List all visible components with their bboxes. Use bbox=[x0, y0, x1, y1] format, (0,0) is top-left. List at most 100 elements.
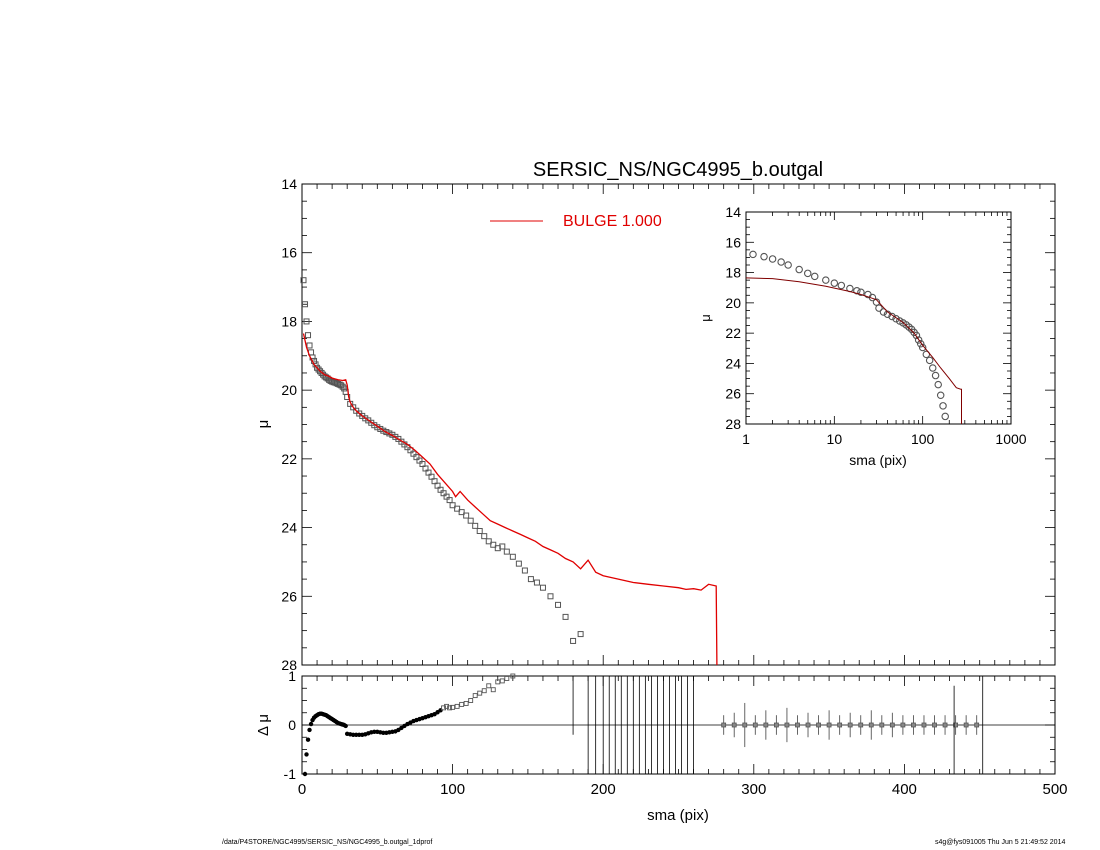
inset-data-point bbox=[879, 308, 888, 316]
data-point bbox=[315, 366, 322, 373]
residual-point bbox=[847, 722, 853, 728]
residual-x-axis-label: sma (pix) bbox=[647, 807, 709, 824]
residual-point bbox=[468, 698, 474, 703]
data-point bbox=[503, 548, 510, 555]
inset-x-axis-label: sma (pix) bbox=[849, 452, 907, 468]
residual-point bbox=[784, 722, 790, 728]
data-point bbox=[490, 541, 497, 548]
data-point bbox=[318, 369, 325, 376]
residual-point bbox=[889, 722, 895, 728]
data-point bbox=[302, 301, 309, 308]
residual-point bbox=[921, 722, 927, 728]
inset-data-point bbox=[941, 412, 949, 421]
residual-point bbox=[305, 737, 311, 742]
residual-point bbox=[963, 722, 969, 728]
inset-data-point bbox=[928, 364, 937, 372]
residual-point bbox=[302, 771, 308, 777]
residual-data bbox=[302, 673, 984, 777]
data-point bbox=[350, 404, 357, 411]
data-point bbox=[533, 579, 540, 586]
inset-y-tick-label: 18 bbox=[725, 265, 741, 281]
residual-point bbox=[942, 722, 948, 728]
inset-x-tick-label: 100 bbox=[911, 431, 935, 447]
data-point bbox=[428, 473, 435, 480]
residual-point bbox=[900, 722, 906, 728]
residual-point bbox=[510, 673, 516, 679]
residual-y-tick-label: 0 bbox=[288, 717, 296, 733]
inset-x-tick-label: 1000 bbox=[995, 431, 1026, 447]
residual-y-axis-label: Δ μ bbox=[255, 714, 272, 736]
data-point bbox=[562, 613, 569, 620]
residual-point bbox=[454, 703, 460, 709]
inset-data-point bbox=[922, 350, 931, 359]
data-point bbox=[407, 447, 414, 454]
inset-data-point bbox=[939, 402, 947, 410]
residual-point bbox=[372, 729, 377, 735]
residual-point bbox=[438, 708, 443, 713]
residual-x-tick-label: 300 bbox=[741, 781, 766, 798]
data-point bbox=[467, 517, 474, 524]
inset-data-point bbox=[912, 331, 921, 340]
residual-x-tick-label: 400 bbox=[892, 781, 917, 798]
inset-data-point bbox=[777, 258, 785, 266]
inset-x-tick-label: 1 bbox=[742, 431, 750, 447]
data-point bbox=[485, 538, 492, 545]
residual-point bbox=[481, 688, 487, 694]
inset-data-point bbox=[931, 371, 940, 380]
main-y-tick-label: 14 bbox=[281, 176, 297, 192]
data-point bbox=[547, 593, 554, 600]
data-point bbox=[425, 469, 432, 476]
residual-point bbox=[354, 732, 359, 737]
inset-data bbox=[745, 250, 962, 424]
residual-point bbox=[868, 722, 874, 728]
data-point bbox=[338, 382, 345, 389]
residual-point bbox=[447, 705, 453, 711]
main-axis-ticks: 14 16 18 20 22 24 26 28 bbox=[281, 176, 1056, 673]
residual-point bbox=[499, 678, 505, 684]
inset-data-point bbox=[934, 380, 942, 389]
inset-data-point bbox=[749, 250, 757, 259]
residual-point bbox=[805, 722, 811, 728]
inset-data-point bbox=[830, 279, 839, 287]
inset-data-point bbox=[795, 265, 803, 274]
data-point bbox=[386, 430, 393, 437]
data-point bbox=[413, 454, 420, 461]
inset-x-tick-label: 10 bbox=[827, 431, 843, 447]
data-point bbox=[481, 533, 488, 540]
data-point bbox=[410, 450, 417, 457]
main-y-tick-label: 22 bbox=[281, 451, 297, 467]
data-point bbox=[443, 493, 450, 500]
residual-point bbox=[477, 690, 483, 696]
residual-point bbox=[974, 722, 980, 728]
data-point bbox=[570, 637, 577, 644]
data-point bbox=[509, 553, 516, 560]
data-point bbox=[515, 560, 522, 567]
main-panel: 14 16 18 20 22 24 26 28 μ BULGE 1.000 bbox=[255, 176, 1056, 673]
data-point bbox=[416, 457, 423, 464]
data-point bbox=[437, 486, 444, 493]
data-point bbox=[454, 505, 461, 512]
residual-point bbox=[858, 722, 864, 728]
residual-point bbox=[463, 700, 469, 706]
residual-y-tick-label: 1 bbox=[288, 668, 296, 684]
inset-y-tick-label: 20 bbox=[725, 295, 741, 311]
inset-data-point bbox=[768, 255, 777, 263]
residual-x-tick-label: 200 bbox=[591, 781, 616, 798]
residual-point bbox=[450, 704, 456, 710]
footer-file-path: /data/P4STORE/NGC4995/SERSIC_NS/NGC4995_… bbox=[222, 839, 433, 846]
data-point bbox=[577, 631, 584, 638]
inset-y-tick-label: 16 bbox=[725, 234, 741, 250]
main-data bbox=[300, 277, 718, 666]
inset-data-point bbox=[936, 391, 945, 399]
data-point bbox=[527, 576, 534, 583]
inset-data-point bbox=[822, 276, 830, 284]
data-point bbox=[422, 465, 429, 472]
residual-point bbox=[441, 705, 447, 711]
main-y-tick-label: 18 bbox=[281, 313, 297, 329]
inset-data-point bbox=[803, 269, 812, 278]
inset-data-point bbox=[916, 339, 925, 348]
residual-point bbox=[932, 722, 937, 728]
residual-point bbox=[953, 722, 959, 728]
residual-point bbox=[495, 679, 501, 685]
inset-data-point bbox=[925, 356, 934, 365]
